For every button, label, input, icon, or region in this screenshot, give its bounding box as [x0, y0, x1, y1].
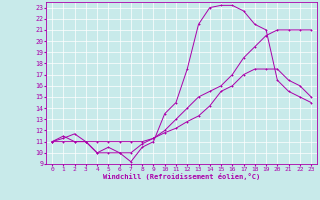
X-axis label: Windchill (Refroidissement éolien,°C): Windchill (Refroidissement éolien,°C) [103, 173, 260, 180]
